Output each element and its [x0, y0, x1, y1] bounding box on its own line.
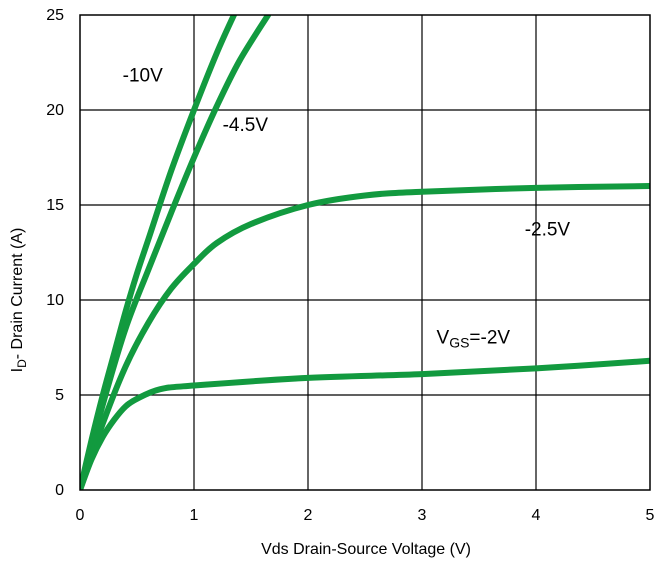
x-tick-label: 2: [304, 507, 313, 524]
curve-label: VGS=-2V: [437, 328, 511, 351]
y-axis-label-main: I: [9, 368, 26, 372]
y-axis-label: ID- Drain Current (A): [9, 228, 29, 373]
y-tick-label: 25: [46, 7, 64, 24]
y-tick-label: 15: [46, 197, 64, 214]
x-tick-label: 0: [76, 507, 85, 524]
curve-4.5v: [80, 15, 272, 490]
y-tick-label: 0: [55, 482, 64, 499]
x-tick-label: 5: [646, 507, 654, 524]
curve-label: -2.5V: [525, 219, 571, 240]
y-tick-label: 10: [46, 292, 64, 309]
x-tick-label: 3: [418, 507, 427, 524]
curve-vgs2v: [80, 357, 650, 490]
x-tick-label: 1: [190, 507, 199, 524]
curves: [80, 15, 650, 490]
curve-label: -10V: [123, 66, 163, 87]
y-tick-label: 20: [46, 102, 64, 119]
x-tick-label: 4: [532, 507, 541, 524]
y-tick-label: 5: [55, 387, 64, 404]
plot-frame: [79, 14, 651, 491]
curve-2.5v: [80, 183, 650, 490]
grid-lines: [80, 15, 650, 490]
x-tick-labels: 0 1 2 3 4 5: [76, 507, 654, 524]
curve-labels: -10V -4.5V -2.5V VGS=-2V: [123, 66, 571, 351]
y-tick-labels: 0 5 10 15 20 25: [46, 7, 64, 499]
x-axis-label: Vds Drain-Source Voltage (V): [261, 541, 471, 558]
y-axis-label-rest: - Drain Current (A): [9, 228, 26, 360]
curve-label: -4.5V: [223, 115, 269, 136]
y-axis-label-sub: D: [15, 359, 29, 368]
